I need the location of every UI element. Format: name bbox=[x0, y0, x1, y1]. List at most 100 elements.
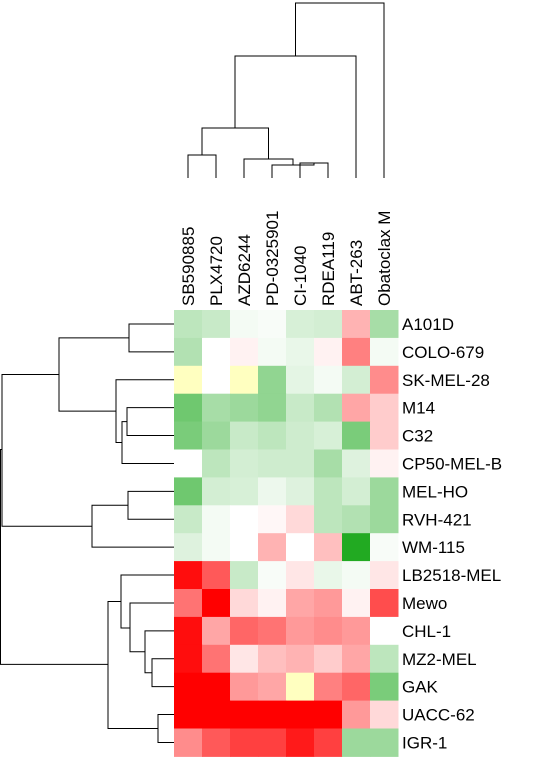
heatmap-cell bbox=[230, 589, 259, 618]
column-label: AZD6244 bbox=[235, 234, 254, 306]
heatmap-cell bbox=[314, 337, 343, 367]
heatmap-cell bbox=[230, 616, 259, 646]
dendrogram-link bbox=[107, 601, 158, 729]
heatmap-cell bbox=[174, 449, 203, 478]
dendrogram-link bbox=[58, 337, 129, 412]
heatmap-cell bbox=[202, 533, 231, 562]
dendrogram-link bbox=[115, 379, 174, 444]
heatmap-cell bbox=[314, 728, 343, 757]
dendrogram-link bbox=[120, 574, 174, 629]
heatmap-cell bbox=[202, 561, 231, 590]
heatmap-cell bbox=[230, 393, 259, 423]
row-label: C32 bbox=[402, 427, 433, 446]
heatmap-cell bbox=[258, 505, 287, 534]
heatmap-cell bbox=[342, 505, 371, 534]
heatmap-cell bbox=[202, 393, 231, 423]
heatmap-cell bbox=[314, 589, 343, 618]
heatmap-cell bbox=[342, 337, 371, 367]
dendrogram-link bbox=[129, 602, 174, 653]
heatmap-cell bbox=[314, 449, 343, 478]
dendrogram-link bbox=[234, 55, 357, 178]
heatmap-cell bbox=[286, 365, 315, 395]
heatmap-cell bbox=[258, 561, 287, 590]
heatmap-cell bbox=[202, 616, 231, 646]
heatmap-cell bbox=[286, 533, 315, 562]
heatmap-cell bbox=[314, 477, 343, 506]
dendrogram-link bbox=[144, 630, 174, 674]
heatmap-cell bbox=[174, 561, 203, 590]
heatmap-cell bbox=[202, 449, 231, 478]
heatmap-cell bbox=[314, 310, 343, 339]
dendrogram-link bbox=[1, 373, 92, 527]
heatmap-cell bbox=[174, 421, 203, 450]
heatmap-cells bbox=[174, 310, 399, 757]
heatmap-cell bbox=[286, 505, 315, 534]
heatmap-cell bbox=[174, 310, 203, 339]
column-label: Obatoclax M bbox=[375, 211, 394, 306]
heatmap-cell bbox=[286, 672, 315, 702]
row-label: SK-MEL-28 bbox=[402, 371, 490, 390]
heatmap-cell bbox=[286, 561, 315, 590]
heatmap-cell bbox=[230, 728, 259, 757]
heatmap-cell bbox=[286, 421, 315, 450]
heatmap-cell bbox=[174, 644, 203, 674]
heatmap-cell bbox=[230, 533, 259, 562]
column-label: PLX4720 bbox=[207, 236, 226, 306]
heatmap-cell bbox=[342, 421, 371, 450]
heatmap-cell bbox=[174, 505, 203, 534]
row-label: UACC-62 bbox=[402, 706, 475, 725]
column-label: CI-1040 bbox=[291, 246, 310, 306]
dendrogram-link bbox=[128, 323, 174, 353]
heatmap-cell bbox=[342, 477, 371, 506]
heatmap-cell bbox=[258, 589, 287, 618]
heatmap-cell bbox=[258, 672, 287, 702]
heatmap-cell bbox=[314, 561, 343, 590]
heatmap-cell bbox=[342, 644, 371, 674]
heatmap-cell bbox=[286, 616, 315, 646]
row-label: RVH-421 bbox=[402, 510, 472, 529]
heatmap-cell bbox=[230, 477, 259, 506]
heatmap-cell bbox=[370, 616, 399, 646]
heatmap-cell bbox=[342, 533, 371, 562]
heatmap-cell bbox=[342, 310, 371, 339]
heatmap-cell bbox=[370, 310, 399, 339]
heatmap-cell bbox=[258, 393, 287, 423]
heatmap-cell bbox=[370, 505, 399, 534]
heatmap-cell bbox=[286, 477, 315, 506]
row-label: LB2518-MEL bbox=[402, 566, 501, 585]
heatmap-cell bbox=[202, 672, 231, 702]
dendrogram-link bbox=[0, 449, 108, 665]
heatmap-cell bbox=[174, 365, 203, 395]
heatmap-cell bbox=[370, 365, 399, 395]
row-label: WM-115 bbox=[402, 538, 465, 557]
heatmap-cell bbox=[202, 337, 231, 367]
heatmap-cell bbox=[342, 449, 371, 478]
heatmap-cell bbox=[174, 700, 203, 729]
heatmap-cell bbox=[258, 365, 287, 395]
heatmap-cell bbox=[230, 337, 259, 367]
heatmap-cell bbox=[174, 728, 203, 757]
heatmap-cell bbox=[314, 365, 343, 395]
row-label: COLO-679 bbox=[402, 343, 484, 362]
heatmap-cell bbox=[370, 449, 399, 478]
heatmap-cell bbox=[314, 644, 343, 674]
heatmap-cell bbox=[314, 533, 343, 562]
dendrogram-link bbox=[121, 421, 174, 464]
heatmap-cell bbox=[230, 700, 259, 729]
heatmap-cell bbox=[370, 393, 399, 423]
heatmap-cell bbox=[230, 449, 259, 478]
heatmap-cell bbox=[286, 644, 315, 674]
heatmap-cell bbox=[202, 477, 231, 506]
heatmap-cell bbox=[258, 449, 287, 478]
heatmap-cell bbox=[230, 365, 259, 395]
heatmap-cell bbox=[230, 561, 259, 590]
column-label: RDEA119 bbox=[319, 232, 338, 306]
heatmap-cell bbox=[370, 728, 399, 757]
heatmap-cell bbox=[314, 700, 343, 729]
row-dendrogram bbox=[0, 323, 174, 743]
heatmap-cell bbox=[342, 365, 371, 395]
heatmap-cell bbox=[370, 589, 399, 618]
heatmap-cell bbox=[342, 393, 371, 423]
heatmap-cell bbox=[202, 644, 231, 674]
row-label: CP50-MEL-B bbox=[402, 454, 502, 473]
